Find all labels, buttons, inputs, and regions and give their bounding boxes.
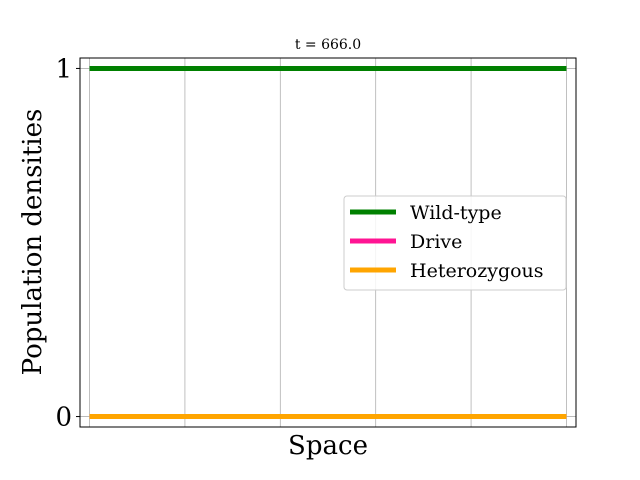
x-axis-label: Space (288, 431, 368, 461)
legend: Wild-type Drive Heterozygous (343, 195, 567, 291)
y-tick-label: 0 (55, 403, 72, 433)
chart-title: t = 666.0 (295, 37, 361, 53)
legend-label: Wild-type (410, 202, 502, 224)
legend-box (343, 195, 567, 291)
plot-frame (79, 57, 577, 428)
y-ticks: 01 (55, 54, 80, 433)
legend-label: Heterozygous (410, 260, 544, 282)
y-tick-label: 1 (55, 54, 72, 84)
y-axis-label: Population densities (18, 109, 48, 376)
series-lines (89, 65, 567, 420)
legend-label: Drive (410, 231, 462, 253)
